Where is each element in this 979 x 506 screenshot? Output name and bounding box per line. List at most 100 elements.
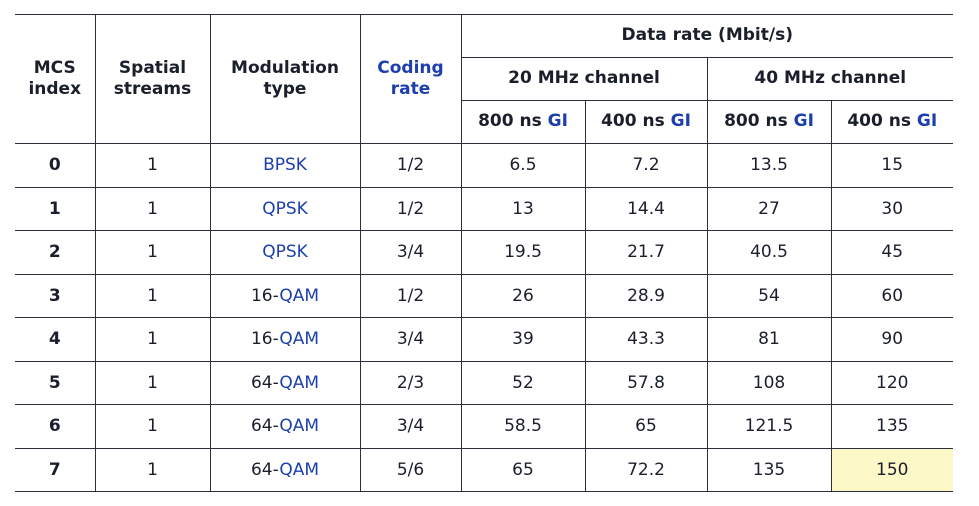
modulation-name: QAM	[279, 459, 320, 480]
cell-coding-rate: 1/2	[359, 143, 462, 188]
cell-rate-20-400: 43.3	[584, 317, 708, 362]
cell-modulation: 64-QAM	[209, 404, 361, 449]
modulation-name: QAM	[279, 329, 320, 350]
cell-coding-rate: 1/2	[359, 186, 462, 231]
gi-label: GI	[916, 111, 938, 132]
header-20mhz-channel: 20 MHz channel	[461, 57, 708, 101]
header-coding-rate: Coding rate	[359, 14, 462, 144]
mcs-data-rate-table: MCS index Spatial streams Modulation typ…	[15, 14, 953, 492]
cell-spatial-streams: 1	[94, 404, 211, 449]
cell-rate-20-400: 28.9	[584, 273, 708, 318]
modulation-prefix: 16-	[250, 285, 280, 306]
modulation-name: QAM	[279, 285, 320, 306]
modulation-name: QPSK	[262, 242, 308, 263]
cell-spatial-streams: 1	[94, 447, 211, 492]
cell-mcs-index: 5	[15, 360, 96, 405]
cell-spatial-streams: 1	[94, 273, 211, 318]
cell-coding-rate: 3/4	[359, 404, 462, 449]
cell-rate-40-800: 40.5	[706, 230, 832, 275]
table-header: MCS index Spatial streams Modulation typ…	[15, 14, 953, 144]
gi-label: GI	[670, 111, 691, 132]
gi-duration-label: 800 ns	[478, 111, 542, 132]
cell-rate-40-400: 30	[830, 186, 953, 231]
cell-mcs-index: 7	[15, 447, 96, 492]
cell-rate-20-800: 52	[460, 360, 586, 405]
cell-rate-40-800: 81	[706, 317, 832, 362]
cell-rate-40-800: 54	[706, 273, 832, 318]
table-row: 1 1 QPSK 1/2 13 14.4 27 30	[15, 186, 953, 231]
cell-mcs-index: 1	[15, 186, 96, 231]
mcs-table-container: MCS index Spatial streams Modulation typ…	[15, 14, 953, 492]
header-20mhz-400ns-gi: 400 ns GI	[584, 100, 708, 144]
cell-rate-40-800: 108	[706, 360, 832, 405]
cell-rate-20-400: 72.2	[584, 447, 708, 492]
cell-modulation: QPSK	[209, 186, 361, 231]
cell-spatial-streams: 1	[94, 360, 211, 405]
cell-mcs-index: 6	[15, 404, 96, 449]
cell-rate-40-800: 27	[706, 186, 832, 231]
cell-modulation: 16-QAM	[209, 317, 361, 362]
cell-spatial-streams: 1	[94, 186, 211, 231]
table-body: 0 1 BPSK 1/2 6.5 7.2 13.5 15 1 1 QPSK 1/…	[15, 143, 953, 492]
header-mcs-index: MCS index	[15, 14, 96, 144]
gi-label: GI	[547, 111, 568, 132]
table-row: 2 1 QPSK 3/4 19.5 21.7 40.5 45	[15, 230, 953, 275]
cell-modulation: 64-QAM	[209, 447, 361, 492]
cell-rate-20-800: 19.5	[460, 230, 586, 275]
table-row: 5 1 64-QAM 2/3 52 57.8 108 120	[15, 360, 953, 405]
modulation-prefix: 64-	[250, 459, 280, 480]
cell-coding-rate: 2/3	[359, 360, 462, 405]
cell-rate-20-400: 65	[584, 404, 708, 449]
cell-spatial-streams: 1	[94, 317, 211, 362]
header-40mhz-channel: 40 MHz channel	[706, 57, 953, 101]
header-spatial-streams: Spatial streams	[94, 14, 211, 144]
gi-duration-label: 400 ns	[601, 111, 665, 132]
cell-spatial-streams: 1	[94, 230, 211, 275]
gi-label: GI	[793, 111, 814, 132]
modulation-prefix: 64-	[250, 372, 280, 393]
header-40mhz-800ns-gi: 800 ns GI	[706, 100, 832, 144]
header-data-rate: Data rate (Mbit/s)	[460, 14, 953, 58]
gi-duration-label: 800 ns	[724, 111, 788, 132]
cell-mcs-index: 4	[15, 317, 96, 362]
header-40mhz-400ns-gi: 400 ns GI	[830, 100, 953, 144]
cell-rate-20-800: 26	[460, 273, 586, 318]
cell-rate-40-800: 13.5	[706, 143, 832, 188]
cell-rate-40-400: 45	[830, 230, 953, 275]
modulation-name: BPSK	[263, 155, 307, 176]
cell-modulation: 16-QAM	[209, 273, 361, 318]
modulation-prefix: 16-	[250, 329, 280, 350]
cell-modulation: BPSK	[209, 143, 361, 188]
cell-coding-rate: 5/6	[359, 447, 462, 492]
table-row: 6 1 64-QAM 3/4 58.5 65 121.5 135	[15, 404, 953, 449]
table-row: 3 1 16-QAM 1/2 26 28.9 54 60	[15, 273, 953, 318]
table-row: 0 1 BPSK 1/2 6.5 7.2 13.5 15	[15, 143, 953, 188]
modulation-name: QPSK	[262, 198, 308, 219]
cell-rate-40-800: 135	[706, 447, 832, 492]
cell-rate-20-800: 13	[460, 186, 586, 231]
modulation-name: QAM	[279, 372, 320, 393]
cell-mcs-index: 3	[15, 273, 96, 318]
header-modulation-type: Modulation type	[209, 14, 361, 144]
cell-rate-40-400: 90	[830, 317, 953, 362]
cell-coding-rate: 1/2	[359, 273, 462, 318]
cell-modulation: 64-QAM	[209, 360, 361, 405]
cell-rate-20-400: 57.8	[584, 360, 708, 405]
cell-rate-40-400: 60	[830, 273, 953, 318]
cell-rate-40-400: 15	[830, 143, 953, 188]
cell-spatial-streams: 1	[94, 143, 211, 188]
modulation-name: QAM	[279, 416, 320, 437]
cell-mcs-index: 0	[15, 143, 96, 188]
cell-coding-rate: 3/4	[359, 317, 462, 362]
cell-rate-20-800: 6.5	[460, 143, 586, 188]
modulation-prefix: 64-	[250, 416, 280, 437]
cell-rate-40-400: 120	[830, 360, 953, 405]
cell-rate-40-800: 121.5	[706, 404, 832, 449]
cell-mcs-index: 2	[15, 230, 96, 275]
cell-rate-20-400: 14.4	[584, 186, 708, 231]
table-row: 4 1 16-QAM 3/4 39 43.3 81 90	[15, 317, 953, 362]
cell-rate-40-400-highlighted: 150	[830, 447, 953, 492]
cell-rate-20-800: 39	[460, 317, 586, 362]
table-row: 7 1 64-QAM 5/6 65 72.2 135 150	[15, 447, 953, 492]
cell-rate-20-800: 65	[460, 447, 586, 492]
